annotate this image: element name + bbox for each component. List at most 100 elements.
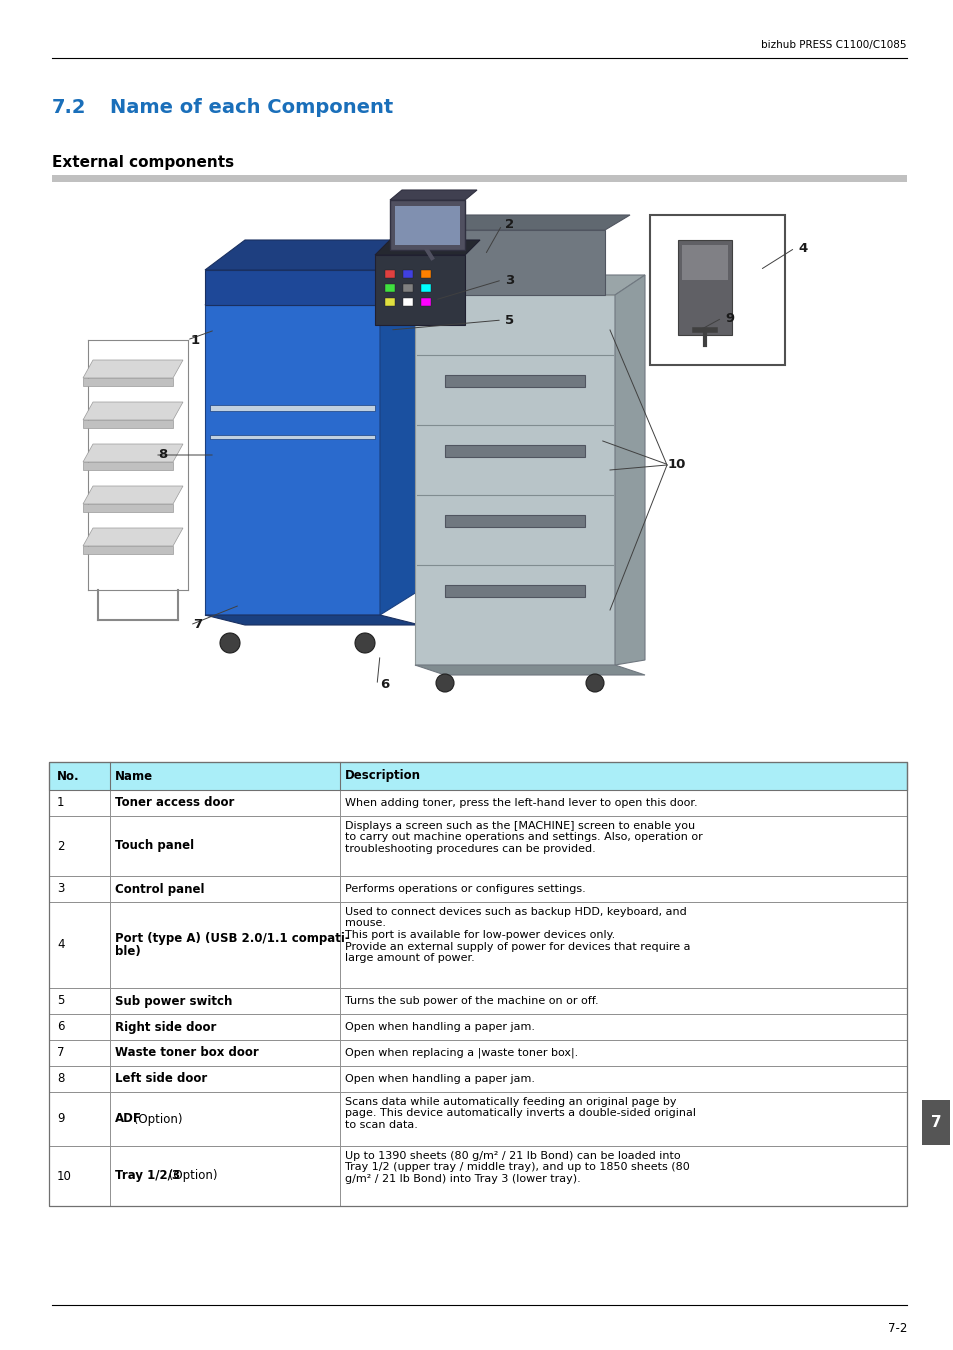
Bar <box>52 176 906 182</box>
Text: Touch panel: Touch panel <box>115 840 193 852</box>
Bar <box>49 1066 906 1092</box>
Text: Description: Description <box>345 769 420 783</box>
Polygon shape <box>415 666 644 675</box>
Polygon shape <box>390 190 476 200</box>
Bar <box>49 1092 906 1146</box>
Text: Displays a screen such as the [MACHINE] screen to enable you: Displays a screen such as the [MACHINE] … <box>345 821 695 832</box>
Text: ble): ble) <box>115 945 141 958</box>
Text: 8: 8 <box>158 448 168 462</box>
Polygon shape <box>83 462 172 470</box>
Bar <box>49 1146 906 1206</box>
Text: mouse.: mouse. <box>345 918 386 929</box>
Bar <box>49 876 906 902</box>
Bar <box>49 790 906 815</box>
Text: 9: 9 <box>57 1112 65 1126</box>
Polygon shape <box>83 378 172 386</box>
Polygon shape <box>83 504 172 512</box>
Text: Open when handling a paper jam.: Open when handling a paper jam. <box>345 1022 535 1031</box>
Polygon shape <box>395 207 459 244</box>
Polygon shape <box>83 545 172 554</box>
Polygon shape <box>444 375 584 387</box>
Bar <box>649 215 784 364</box>
Text: 7: 7 <box>193 618 202 632</box>
Text: Name: Name <box>115 769 153 783</box>
Text: Waste toner box door: Waste toner box door <box>115 1046 258 1060</box>
Text: to scan data.: to scan data. <box>345 1120 417 1130</box>
Bar <box>49 988 906 1014</box>
Text: Right side door: Right side door <box>115 1021 216 1034</box>
Text: Tray 1/2 (upper tray / middle tray), and up to 1850 sheets (80: Tray 1/2 (upper tray / middle tray), and… <box>345 1162 689 1173</box>
Bar <box>49 815 906 876</box>
Bar <box>921 1100 949 1145</box>
Polygon shape <box>83 360 183 378</box>
Text: Toner access door: Toner access door <box>115 796 234 810</box>
Text: Used to connect devices such as backup HDD, keyboard, and: Used to connect devices such as backup H… <box>345 907 686 917</box>
Polygon shape <box>379 270 419 616</box>
Text: Open when handling a paper jam.: Open when handling a paper jam. <box>345 1075 535 1084</box>
Polygon shape <box>375 255 464 325</box>
Text: bizhub PRESS C1100/C1085: bizhub PRESS C1100/C1085 <box>760 40 906 50</box>
Text: Performs operations or configures settings.: Performs operations or configures settin… <box>345 884 585 894</box>
Bar <box>385 284 395 292</box>
Text: 6: 6 <box>380 679 389 691</box>
Bar <box>385 270 395 278</box>
Text: 1: 1 <box>57 796 65 810</box>
Polygon shape <box>615 275 644 666</box>
Circle shape <box>585 674 603 693</box>
Polygon shape <box>83 444 183 462</box>
Bar <box>49 1014 906 1040</box>
Text: 4: 4 <box>57 938 65 952</box>
Bar <box>681 244 727 279</box>
Text: 9: 9 <box>724 312 734 324</box>
Bar <box>49 902 906 988</box>
Bar <box>420 270 431 278</box>
Polygon shape <box>375 240 479 255</box>
Text: Scans data while automatically feeding an original page by: Scans data while automatically feeding a… <box>345 1098 676 1107</box>
Text: Provide an external supply of power for devices that require a: Provide an external supply of power for … <box>345 941 690 952</box>
Text: Sub power switch: Sub power switch <box>115 995 233 1007</box>
Text: 5: 5 <box>57 995 64 1007</box>
Text: 7: 7 <box>57 1046 65 1060</box>
Polygon shape <box>83 402 183 420</box>
Bar <box>49 761 906 790</box>
Text: Left side door: Left side door <box>115 1072 207 1085</box>
Polygon shape <box>205 270 379 305</box>
Bar <box>402 298 413 306</box>
Text: 6: 6 <box>57 1021 65 1034</box>
Text: Name of each Component: Name of each Component <box>110 99 393 117</box>
Polygon shape <box>444 585 584 597</box>
Text: ADF: ADF <box>115 1112 142 1126</box>
Polygon shape <box>83 528 183 545</box>
Bar <box>49 761 906 1206</box>
Polygon shape <box>205 240 419 270</box>
Text: 2: 2 <box>57 840 65 852</box>
Text: Port (type A) (USB 2.0/1.1 compati-: Port (type A) (USB 2.0/1.1 compati- <box>115 931 350 945</box>
Polygon shape <box>424 230 604 296</box>
Text: large amount of power.: large amount of power. <box>345 953 475 963</box>
Polygon shape <box>444 446 584 458</box>
Bar <box>49 1040 906 1066</box>
Polygon shape <box>415 296 615 666</box>
Text: 5: 5 <box>505 313 514 327</box>
Text: Control panel: Control panel <box>115 883 204 895</box>
Text: External components: External components <box>52 155 233 170</box>
Text: troubleshooting procedures can be provided.: troubleshooting procedures can be provid… <box>345 844 595 855</box>
Text: 2: 2 <box>505 219 514 231</box>
Text: 4: 4 <box>798 242 807 255</box>
Polygon shape <box>415 275 644 296</box>
Text: When adding toner, press the left-hand lever to open this door.: When adding toner, press the left-hand l… <box>345 798 697 809</box>
Circle shape <box>220 633 240 653</box>
Text: Tray 1/2/3: Tray 1/2/3 <box>115 1169 180 1183</box>
Polygon shape <box>83 486 183 504</box>
Polygon shape <box>205 305 379 616</box>
Circle shape <box>355 633 375 653</box>
Text: Open when replacing a |waste toner box|.: Open when replacing a |waste toner box|. <box>345 1048 578 1058</box>
Polygon shape <box>205 270 419 305</box>
Text: 10: 10 <box>667 459 685 471</box>
Bar <box>385 298 395 306</box>
Text: 7.2: 7.2 <box>52 99 87 117</box>
Bar <box>420 298 431 306</box>
Text: (Option): (Option) <box>165 1169 217 1183</box>
Text: page. This device automatically inverts a double-sided original: page. This device automatically inverts … <box>345 1108 696 1119</box>
Bar <box>402 284 413 292</box>
